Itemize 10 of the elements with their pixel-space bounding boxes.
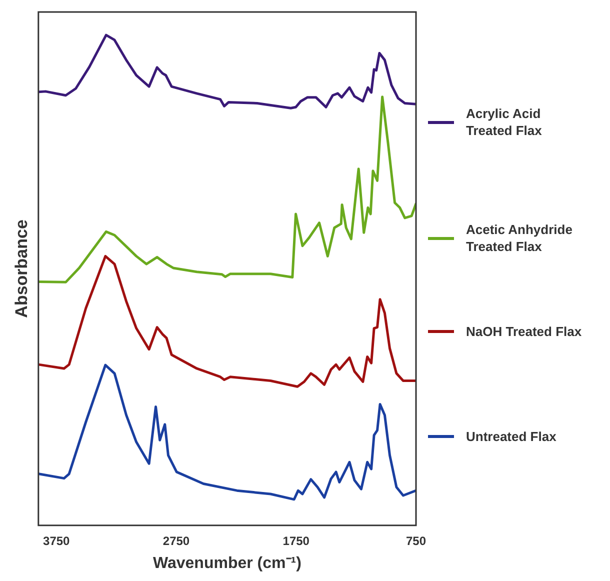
legend-label: Acetic Anhydride Treated Flax [466, 221, 574, 255]
legend-label: Acrylic Acid Treated Flax [466, 105, 543, 139]
x-tick-label: 750 [406, 534, 426, 548]
x-axis-title: Wavenumber (cm⁻¹) [152, 554, 302, 572]
legend-label: Untreated Flax [466, 428, 558, 445]
x-tick-label: 3750 [43, 534, 70, 548]
y-axis-title: Absorbance [12, 220, 31, 318]
x-tick-label: 2750 [162, 534, 190, 548]
x-tick-label: 1750 [282, 534, 310, 548]
legend-label: NaOH Treated Flax [466, 323, 583, 340]
